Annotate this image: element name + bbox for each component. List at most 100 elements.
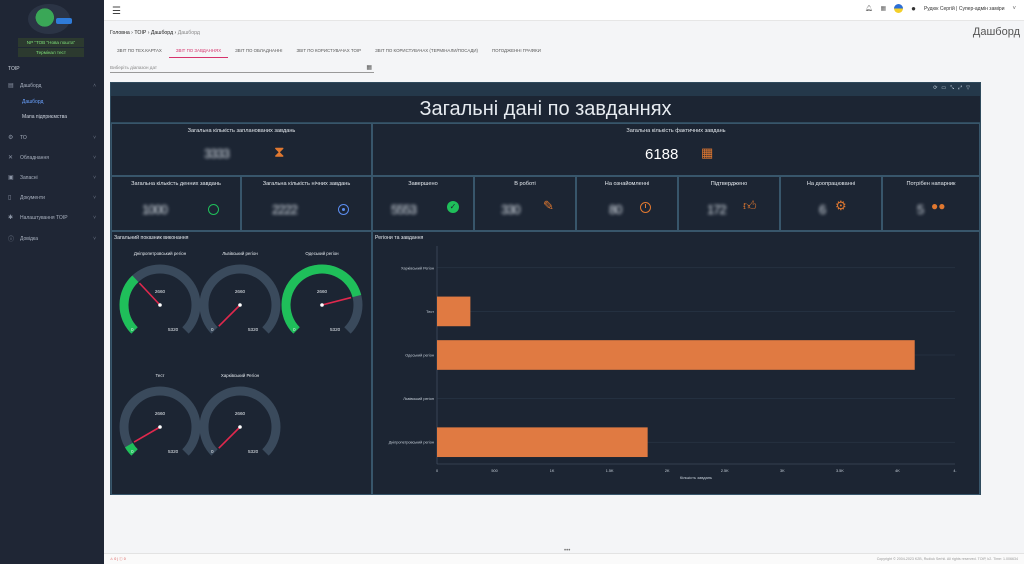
footer-handle[interactable]: ••• bbox=[564, 548, 571, 554]
date-range-input[interactable]: Виберіть діапазон дат ▦ bbox=[110, 63, 374, 73]
gauge-title: Тест bbox=[155, 373, 164, 378]
actual-tasks-label: Загальна кількість фактичних завдань bbox=[626, 128, 726, 134]
top-bar: ☰ 🔔︎ ▦ ● Рудюк Сергій | Супер-адмін замі… bbox=[104, 0, 1024, 21]
sidebar-item-label: Довідка bbox=[20, 235, 38, 242]
status-value: 5553 bbox=[391, 202, 417, 217]
gauge-min-label: 0 bbox=[211, 449, 214, 454]
gauge-fill bbox=[119, 275, 139, 334]
x-tick-label: 4K bbox=[895, 469, 900, 473]
tab-terminal-users[interactable]: ЗВІТ ПО КОРИСТУВАЧАХ (ТЕРМІНАЛИ/ПОСАДИ) bbox=[375, 48, 479, 53]
tab-toip-users[interactable]: ЗВІТ ПО КОРИСТУВАЧАХ TOIP bbox=[296, 48, 362, 53]
actual-tasks-card: Загальна кількість фактичних завдань 618… bbox=[372, 123, 980, 176]
gauge-needle bbox=[321, 296, 352, 306]
document-icon: ▯ bbox=[8, 195, 12, 201]
sidebar-item-label: Налаштування TOIP bbox=[20, 214, 68, 221]
footer-copyright: Copyright © 2004-2023 K2B, Rudiuk Serhii… bbox=[876, 557, 1018, 561]
sidebar-subitem-map[interactable]: Мапа підприємства bbox=[22, 114, 68, 120]
page-title: Дашборд bbox=[972, 26, 1020, 38]
bar bbox=[437, 427, 648, 458]
status-label: На доопрацюванні bbox=[806, 181, 856, 187]
user-icon[interactable]: ● bbox=[911, 4, 916, 13]
sidebar-item-label: Запасні bbox=[20, 174, 38, 181]
sidebar-item-spares[interactable]: ▣ Запасні ˅ bbox=[8, 174, 96, 182]
sidebar-item-equipment[interactable]: ✕ Обладнання ˅ bbox=[8, 154, 96, 162]
dashboard-icon: ▤ bbox=[8, 83, 14, 89]
day-tasks-value: 1000 bbox=[142, 202, 168, 217]
gauge-needle bbox=[133, 426, 161, 443]
breadcrumb-dashboard[interactable]: Дашборд bbox=[150, 30, 174, 36]
status-label: На ознайомленні bbox=[604, 181, 650, 187]
breadcrumb-home[interactable]: Головна bbox=[110, 30, 130, 36]
gauge-mid-label: 2660 bbox=[235, 289, 246, 294]
breadcrumb-toip[interactable]: TOIP bbox=[134, 30, 147, 36]
chevron-down-icon: ˅ bbox=[93, 174, 96, 181]
sidebar-item-help[interactable]: ⓘ Довідка ˅ bbox=[8, 234, 96, 244]
planned-tasks-value: 3333 bbox=[204, 146, 230, 161]
gauge-needle bbox=[218, 304, 241, 327]
sidebar-item-label: Документи bbox=[20, 194, 45, 201]
gauge-needle bbox=[138, 282, 161, 306]
bar-chart-svg: Харківський Регіон Тест Одеський регіон Льв… bbox=[389, 246, 957, 480]
status-card-review: На ознайомленні 80 bbox=[576, 176, 678, 231]
calendar-icon[interactable]: ▦ bbox=[366, 65, 372, 71]
status-card-completed: Завершено 5553 ✓ bbox=[372, 176, 474, 231]
user-name[interactable]: Рудюк Сергій | Супер-адмін заміри bbox=[923, 5, 1005, 12]
y-tick-label: Львівський регіон bbox=[403, 397, 434, 401]
gauge-fill bbox=[281, 264, 362, 334]
regions-chart-panel: Регіони та завдання Харківський Регіон Те… bbox=[372, 231, 980, 495]
x-tick-label: 3K bbox=[780, 469, 785, 473]
date-range-placeholder: Виберіть діапазон дат bbox=[110, 65, 158, 70]
calendar-icon: ▦ bbox=[701, 145, 714, 160]
sidebar-item-settings[interactable]: ✱ Налаштування TOIP ˅ bbox=[8, 214, 96, 222]
apps-grid-icon[interactable]: ▦ bbox=[880, 6, 887, 12]
gauges-svg: Дніпропетровський регіон 2660 5320 0 Львівсь… bbox=[119, 251, 363, 456]
sidebar-item-documents[interactable]: ▯ Документи ˅ bbox=[8, 194, 96, 202]
chevron-down-icon: ˅ bbox=[93, 194, 96, 201]
night-tasks-card: Загальна кількість нічних завдань 2222 bbox=[241, 176, 372, 231]
sidebar-item-label: Дашборд bbox=[20, 82, 42, 89]
chevron-down-icon: ˅ bbox=[93, 214, 96, 221]
breadcrumb: Головна › TOIP › Дашборд › Дашборд bbox=[110, 30, 200, 36]
gauge-fill bbox=[124, 442, 138, 456]
users-icon: ●● bbox=[931, 199, 946, 213]
gauge-title: Одеський регіон bbox=[305, 251, 339, 256]
chevron-down-icon: ˅ bbox=[93, 134, 96, 141]
tab-approved-schedules[interactable]: ПОГОДЖЕННІ ГРАФІКИ bbox=[492, 48, 541, 53]
tab-tasks[interactable]: ЗВІТ ПО ЗАВДАННЯХ bbox=[168, 44, 229, 58]
top-actions: 🔔︎ ▦ ● Рудюк Сергій | Супер-адмін заміри… bbox=[865, 4, 1016, 13]
gauge-track bbox=[119, 386, 201, 456]
language-flag-icon[interactable] bbox=[894, 4, 904, 13]
company-info: NP "ТОВ "Нова пошта" Термінал тест bbox=[18, 38, 84, 58]
chevron-down-icon[interactable]: ˅ bbox=[1012, 5, 1016, 12]
x-axis-label: Кількість завдань bbox=[680, 475, 712, 480]
gauge-mid-label: 2660 bbox=[155, 289, 166, 294]
sidebar: NP "ТОВ "Нова пошта" Термінал тест TOIP … bbox=[0, 0, 104, 564]
sidebar-subitem-dashboard[interactable]: Дашборд bbox=[22, 99, 44, 105]
gauges-panel: Загальний показник виконання Дніпропетро… bbox=[111, 231, 372, 495]
menu-toggle-icon[interactable]: ☰ bbox=[112, 6, 121, 17]
x-tick-label: 3.5K bbox=[836, 469, 844, 473]
status-value: 172 bbox=[707, 202, 727, 217]
tab-tech-cards[interactable]: ЗВІТ ПО ТЕХ.КАРТАХ bbox=[117, 48, 162, 53]
gauge-max-label: 5320 bbox=[168, 327, 179, 332]
check-icon: ✓ bbox=[447, 201, 459, 213]
dashboard-tool-icons[interactable]: ⟳▭⤡⤢▽ bbox=[933, 85, 974, 91]
gauge-hub bbox=[158, 303, 162, 307]
night-tasks-value: 2222 bbox=[272, 202, 298, 217]
sidebar-item-dashboard[interactable]: ▤ Дашборд ˄ bbox=[8, 82, 96, 90]
footer-status: ⚠ 0 | ⓘ 0 bbox=[110, 557, 126, 561]
hourglass-icon: ⧗ bbox=[274, 144, 285, 161]
wrench-icon: ⚙ bbox=[8, 135, 14, 141]
edit-icon: ✎ bbox=[543, 198, 554, 213]
dot-circle-icon bbox=[338, 204, 349, 215]
gauge-track bbox=[199, 386, 281, 456]
status-label: Завершено bbox=[408, 181, 438, 187]
tab-equipment[interactable]: ЗВІТ ПО ОБЛАДНАННІ bbox=[235, 48, 283, 53]
sidebar-item-to[interactable]: ⚙ ТО ˅ bbox=[8, 134, 96, 142]
gear-icon: ✱ bbox=[8, 215, 14, 221]
bell-icon[interactable]: 🔔︎ bbox=[864, 6, 873, 12]
gears-icon: ⚙ bbox=[835, 198, 847, 213]
gauge-title: Львівський регіон bbox=[222, 251, 258, 256]
x-tick-label: 1.5K bbox=[606, 469, 614, 473]
x-tick-label: 500 bbox=[491, 469, 497, 473]
